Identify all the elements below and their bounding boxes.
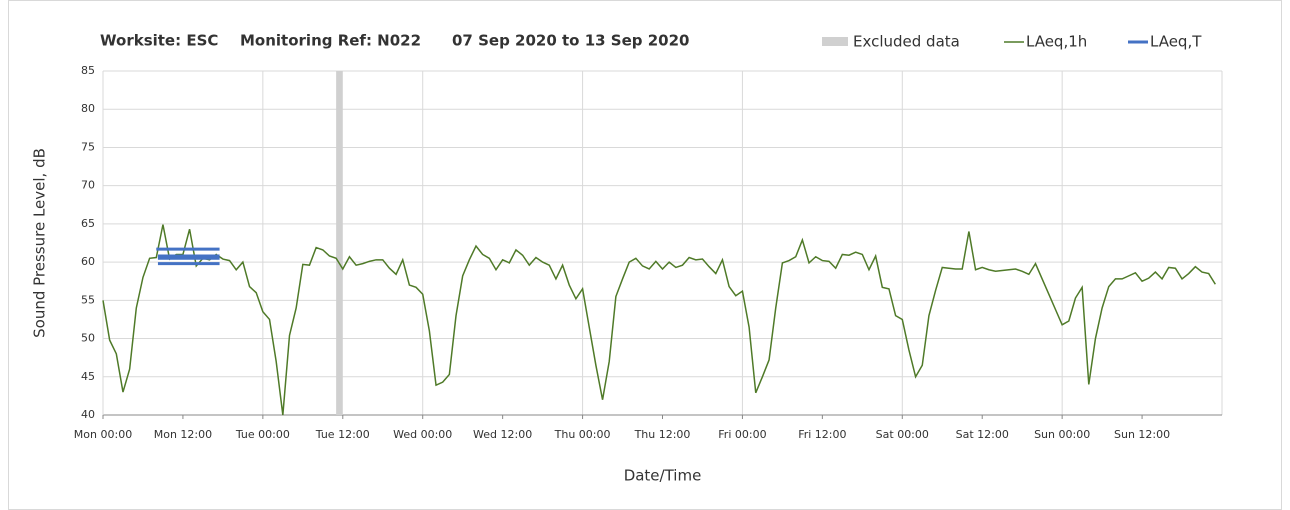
x-tick-label: Fri 12:00 bbox=[798, 428, 846, 441]
data-line bbox=[102, 224, 1216, 416]
x-axis-label: Date/Time bbox=[624, 467, 702, 485]
y-tick-label: 60 bbox=[81, 255, 95, 268]
x-tick-label: Tue 12:00 bbox=[315, 428, 370, 441]
y-axis-label: Sound Pressure Level, dB bbox=[31, 148, 49, 338]
y-tick-label: 85 bbox=[81, 64, 95, 77]
legend-label: LAeq,1h bbox=[1026, 33, 1087, 51]
x-tick-label: Thu 12:00 bbox=[634, 428, 691, 441]
x-tick-label: Sat 00:00 bbox=[876, 428, 929, 441]
y-tick-label: 50 bbox=[81, 332, 95, 345]
y-tick-label: 40 bbox=[81, 408, 95, 421]
chart-frame bbox=[8, 0, 1282, 510]
y-tick-label: 45 bbox=[81, 370, 95, 383]
chart-title: 07 Sep 2020 to 13 Sep 2020 bbox=[452, 32, 689, 50]
legend-label: LAeq,T bbox=[1150, 33, 1202, 51]
x-tick-label: Sun 12:00 bbox=[1114, 428, 1170, 441]
y-tick-label: 75 bbox=[81, 140, 95, 153]
x-tick-label: Tue 00:00 bbox=[235, 428, 290, 441]
y-tick-label: 65 bbox=[81, 217, 95, 230]
y-tick-label: 80 bbox=[81, 102, 95, 115]
x-tick-label: Wed 12:00 bbox=[473, 428, 532, 441]
legend-label: Excluded data bbox=[853, 33, 960, 51]
chart-title: Worksite: ESC bbox=[100, 32, 218, 50]
x-tick-label: Fri 00:00 bbox=[718, 428, 766, 441]
x-tick-label: Sun 00:00 bbox=[1034, 428, 1090, 441]
y-tick-label: 70 bbox=[81, 179, 95, 192]
excluded-band bbox=[336, 71, 343, 415]
x-tick-label: Wed 00:00 bbox=[393, 428, 452, 441]
x-tick-label: Sat 12:00 bbox=[956, 428, 1009, 441]
x-tick-label: Mon 12:00 bbox=[154, 428, 212, 441]
chart-title: Monitoring Ref: N022 bbox=[240, 32, 421, 50]
legend-swatch bbox=[822, 37, 848, 46]
x-tick-label: Thu 00:00 bbox=[554, 428, 611, 441]
x-tick-label: Mon 00:00 bbox=[74, 428, 132, 441]
y-tick-label: 55 bbox=[81, 293, 95, 306]
